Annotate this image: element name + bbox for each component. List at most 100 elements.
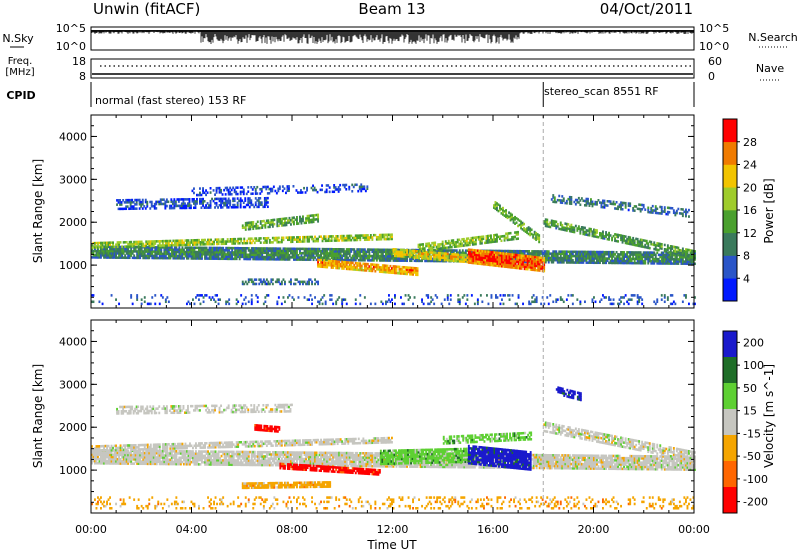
power-cell <box>592 201 594 204</box>
power-cell <box>302 215 304 218</box>
power-cell <box>531 229 533 232</box>
power-cell <box>338 296 340 299</box>
power-cell <box>652 205 654 208</box>
power-cell <box>391 298 393 301</box>
power-cell <box>400 296 402 299</box>
power-cell <box>144 296 146 299</box>
power-cell <box>160 248 162 251</box>
power-cell <box>305 191 307 194</box>
power-cell <box>560 222 562 225</box>
power-cell <box>431 248 433 251</box>
power-cell <box>435 252 437 255</box>
power-cell <box>273 186 275 189</box>
power-cell <box>248 281 250 284</box>
power-cell <box>643 204 645 207</box>
power-cell <box>93 301 95 304</box>
power-cell <box>504 294 506 297</box>
date-title: 04/Oct/2011 <box>600 0 693 18</box>
power-cell <box>260 237 262 240</box>
power-cell <box>311 298 313 301</box>
power-cell <box>189 198 191 201</box>
power-cell <box>279 247 281 250</box>
power-cell <box>604 200 606 203</box>
power-cell <box>501 298 503 301</box>
power-cell <box>459 249 461 252</box>
power-cell <box>528 250 530 253</box>
power-cell <box>139 199 141 202</box>
noise-trace <box>91 30 694 44</box>
power-cell <box>417 267 419 270</box>
power-cell <box>613 201 615 204</box>
power-cell <box>146 201 148 204</box>
power-cell <box>175 200 177 203</box>
power-cell <box>511 214 513 217</box>
power-cell <box>250 199 252 202</box>
power-cell <box>647 209 649 212</box>
power-cell <box>322 303 324 306</box>
cpid-panel: CPID normal (fast stereo) 153 RF stereo_… <box>6 82 694 107</box>
power-cell <box>282 190 284 193</box>
power-cell <box>605 231 607 234</box>
power-cell <box>391 236 393 239</box>
power-cell <box>471 294 473 297</box>
power-cell <box>121 203 123 206</box>
power-cell <box>394 294 396 297</box>
nave-right-tick-bottom: 0 <box>708 70 715 83</box>
power-cell <box>399 266 401 269</box>
power-cell <box>166 296 168 299</box>
power-cell <box>579 204 581 207</box>
power-cell <box>348 186 350 189</box>
power-heatmap-cells <box>91 183 696 305</box>
power-cell <box>165 298 167 301</box>
power-cell <box>251 294 253 297</box>
power-cell <box>655 205 657 208</box>
power-cell <box>523 223 525 226</box>
power-cell <box>194 303 196 306</box>
power-cell <box>256 186 258 189</box>
power-cell <box>243 298 245 301</box>
power-cell <box>423 303 425 306</box>
power-cell <box>290 278 292 281</box>
power-cell <box>154 294 156 297</box>
power-cell <box>209 296 211 299</box>
power-cell <box>558 195 560 198</box>
power-cell <box>206 294 208 297</box>
power-cell <box>278 296 280 299</box>
power-cell <box>189 200 191 203</box>
power-cell <box>189 303 191 306</box>
power-cell <box>306 189 308 192</box>
power-cell <box>371 236 373 239</box>
power-cell <box>248 301 250 304</box>
power-cell <box>500 303 502 306</box>
power-cell <box>151 296 153 299</box>
power-cell <box>292 296 294 299</box>
power-cell <box>414 296 416 299</box>
power-cell <box>391 233 393 236</box>
beam-title: Beam 13 <box>358 0 425 18</box>
power-cell <box>613 251 615 254</box>
power-cell <box>451 246 453 249</box>
power-cell <box>499 205 501 208</box>
power-cell <box>325 235 327 238</box>
power-cell <box>136 203 138 206</box>
power-cell <box>357 190 359 193</box>
power-cell <box>240 202 242 205</box>
power-cell <box>166 205 168 208</box>
power-cell <box>255 201 257 204</box>
power-cell <box>387 265 389 268</box>
power-cell <box>434 242 436 245</box>
power-cell <box>144 301 146 304</box>
power-cell <box>671 207 673 210</box>
power-cell <box>371 238 373 241</box>
power-cell <box>225 193 227 196</box>
power-cell <box>136 298 138 301</box>
power-cell <box>323 259 325 262</box>
power-cell <box>649 247 651 250</box>
station-title: Unwin (fitACF) <box>93 0 200 18</box>
power-cell <box>210 298 212 301</box>
power-cell <box>356 184 358 187</box>
power-cell <box>276 301 278 304</box>
power-cell <box>193 187 195 190</box>
power-cell <box>317 191 319 194</box>
